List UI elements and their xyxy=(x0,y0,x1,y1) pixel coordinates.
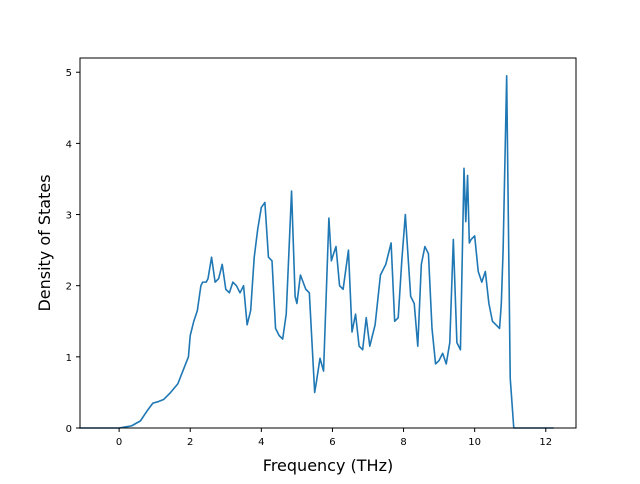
y-tick-label: 1 xyxy=(66,353,72,364)
x-axis-ticks: 0 2 4 6 8 10 12 xyxy=(116,428,552,448)
x-tick-label: 4 xyxy=(258,437,264,448)
x-tick-label: 2 xyxy=(187,437,193,448)
y-tick-label: 3 xyxy=(66,211,72,222)
series-layer xyxy=(79,74,554,429)
plot-frame xyxy=(79,57,577,429)
x-tick-label: 12 xyxy=(539,437,552,448)
y-axis-label: Density of States xyxy=(35,174,54,311)
series-line-0 xyxy=(79,74,554,429)
x-tick-label: 10 xyxy=(468,437,481,448)
y-tick-label: 4 xyxy=(66,139,72,150)
y-tick-label: 2 xyxy=(66,282,72,293)
y-axis-ticks: 0 1 2 3 4 5 xyxy=(66,68,80,435)
y-tick-label: 0 xyxy=(66,424,72,435)
x-tick-label: 8 xyxy=(400,437,406,448)
x-tick-label: 6 xyxy=(329,437,335,448)
x-axis-label: Frequency (THz) xyxy=(263,456,393,475)
y-tick-label: 5 xyxy=(66,68,72,79)
x-tick-label: 0 xyxy=(116,437,122,448)
